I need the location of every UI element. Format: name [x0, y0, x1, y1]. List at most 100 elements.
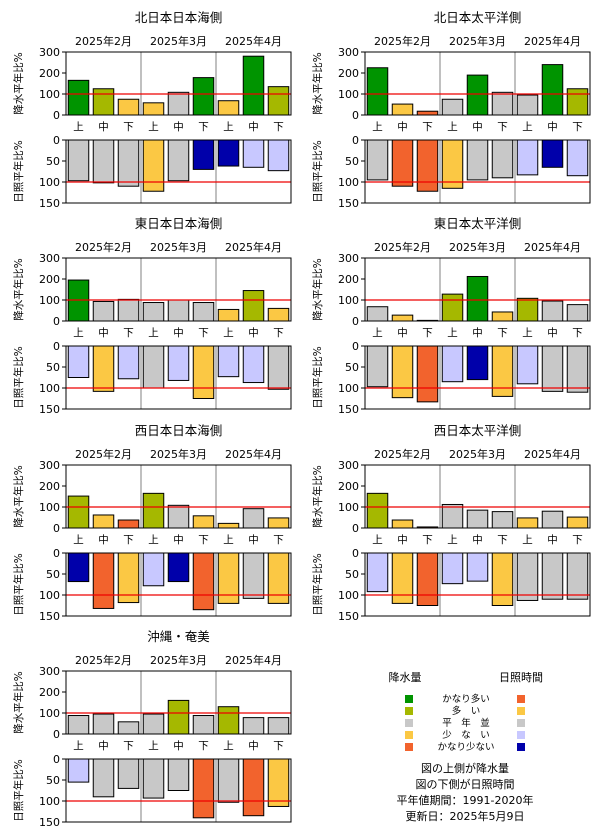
legend-class-label: かなり多い: [442, 693, 490, 705]
sun-bar: [516, 139, 539, 176]
sun-bar: [267, 758, 290, 807]
precip-bar: [516, 94, 539, 116]
dekad-label: 上: [223, 740, 234, 752]
precip-bar: [366, 492, 389, 529]
precip-plot-frame: [65, 51, 292, 116]
legend-sun-swatch: [517, 707, 525, 715]
sun-plot-frame: [364, 345, 591, 410]
sun-bar: [491, 345, 514, 397]
note-line: 図の下側が日照時間: [416, 777, 515, 791]
precip-tick-label: 100: [338, 88, 359, 101]
dekad-label: 中: [173, 120, 184, 133]
precip-bar: [67, 715, 90, 735]
precip-bar: [192, 715, 215, 735]
dekad-label: 下: [198, 121, 209, 133]
dekad-label: 上: [73, 121, 84, 133]
precip-bar: [167, 699, 190, 735]
sun-bar: [416, 345, 439, 403]
sun-bar: [67, 345, 90, 378]
dekad-label: 中: [173, 739, 184, 752]
dekad-label: 下: [198, 740, 209, 752]
legend-precip-swatch: [405, 707, 413, 715]
month-label: 2025年4月: [225, 653, 282, 667]
dekad-label: 中: [397, 533, 408, 546]
sun-bar: [167, 345, 190, 381]
precip-bar: [217, 100, 240, 116]
precip-bar: [541, 510, 564, 529]
precip-tick-label: 200: [338, 67, 359, 80]
dekad-label: 下: [273, 534, 284, 546]
precip-bar: [117, 519, 140, 529]
dekad-label: 上: [447, 327, 458, 339]
sun-tick-label: 0: [53, 134, 60, 147]
sun-tick-label: 0: [352, 134, 359, 147]
precip-bar: [242, 290, 265, 322]
sun-bar: [217, 345, 240, 378]
sun-tick-label: 100: [338, 382, 359, 395]
dekad-label: 上: [73, 327, 84, 339]
sun-tick-label: 100: [338, 589, 359, 602]
precip-tick-label: 200: [39, 273, 60, 286]
precip-tick-label: 0: [53, 522, 60, 535]
sun-bar: [441, 139, 464, 189]
sun-bar: [142, 345, 165, 389]
month-label: 2025年3月: [150, 447, 207, 461]
legend-class-label: 少 な い: [442, 730, 490, 741]
precip-bar: [92, 713, 115, 735]
sun-tick-label: 100: [338, 176, 359, 189]
dekad-label: 下: [123, 327, 134, 339]
sun-plot-frame: [65, 139, 292, 204]
sun-bar: [167, 758, 190, 791]
dekad-label: 中: [98, 739, 109, 752]
month-label: 2025年2月: [374, 447, 431, 461]
dekad-label: 上: [148, 534, 159, 546]
dekad-label: 下: [198, 534, 209, 546]
dekad-label: 中: [248, 739, 259, 752]
month-label: 2025年2月: [374, 34, 431, 48]
dekad-label: 下: [422, 534, 433, 546]
sun-tick-label: 0: [53, 340, 60, 353]
sun-bar: [167, 552, 190, 583]
precip-bar: [566, 516, 589, 529]
sun-bar: [366, 552, 389, 593]
precip-tick-label: 100: [39, 707, 60, 720]
sun-bar: [416, 139, 439, 192]
month-label: 2025年4月: [524, 34, 581, 48]
sun-bar: [67, 552, 90, 583]
sun-tick-label: 0: [352, 547, 359, 560]
precip-bar: [366, 306, 389, 322]
sun-axis-label: 日照平年比%: [311, 140, 324, 202]
chart-title: 沖縄・奄美: [147, 629, 210, 644]
dekad-label: 中: [98, 533, 109, 546]
sun-bar: [92, 552, 115, 609]
precip-plot-frame: [65, 464, 292, 529]
legend-class-label: かなり少ない: [437, 742, 494, 753]
precip-plot-frame: [65, 670, 292, 735]
dekad-label: 上: [73, 534, 84, 546]
precip-bar: [466, 275, 489, 322]
precip-bar: [516, 517, 539, 529]
precip-bar: [391, 314, 414, 322]
note-line: 更新日：2025年5月9日: [406, 809, 525, 823]
legend-class-label: 平 年 並: [442, 717, 490, 729]
sun-tick-label: 0: [53, 547, 60, 560]
precip-tick-label: 100: [39, 294, 60, 307]
precip-tick-label: 0: [53, 728, 60, 741]
sun-bar: [391, 552, 414, 604]
sun-tick-label: 50: [46, 774, 60, 787]
dekad-label: 上: [372, 121, 383, 133]
sun-bar: [566, 345, 589, 393]
dekad-label: 中: [547, 533, 558, 546]
sun-tick-label: 100: [39, 176, 60, 189]
chart-title: 東日本日本海側: [135, 216, 223, 231]
dekad-label: 中: [547, 120, 558, 133]
dekad-label: 上: [223, 534, 234, 546]
dekad-label: 下: [572, 327, 583, 339]
sun-tick-label: 150: [338, 197, 359, 210]
legend-sun-swatch: [517, 719, 525, 727]
legend-sun-swatch: [517, 695, 525, 703]
sun-tick-label: 150: [39, 197, 60, 210]
dekad-label: 中: [98, 326, 109, 339]
legend-precip-header: 降水量: [389, 670, 422, 684]
